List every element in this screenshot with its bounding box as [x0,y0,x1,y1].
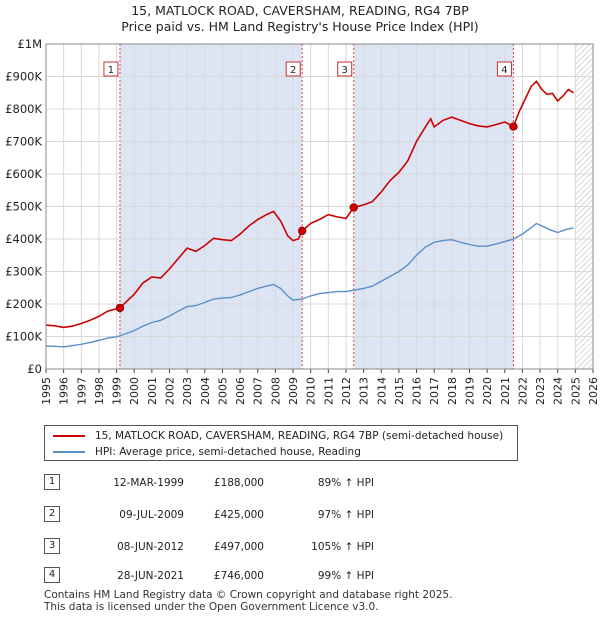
plot-border [45,43,594,370]
y-tick-label: £700K [5,135,42,149]
x-tick-label: 2018 [446,377,459,405]
sale-label-box [285,61,301,77]
x-tick-label: 2002 [164,377,177,405]
transaction-number: 4 [44,567,60,583]
x-tick-label: 2007 [252,377,265,405]
x-tick-label: 2017 [428,377,441,405]
sale-label: 2 [290,65,296,76]
x-tick-label: 2006 [234,377,247,405]
x-tick-label: 2023 [534,377,547,405]
legend-label-hpi: HPI: Average price, semi-detached house,… [95,446,361,458]
x-tick-label: 2008 [269,377,282,405]
x-tick-label: 1998 [93,377,106,405]
transaction-hpi: 97% ↑ HPI [317,509,374,521]
y-tick-label: £300K [5,265,42,279]
y-tick-label: £100K [5,330,42,344]
sale-point [509,122,518,131]
chart-subtitle: Price paid vs. HM Land Registry's House … [121,19,479,34]
legend-swatch-property [53,435,85,437]
x-tick-label: 2026 [587,377,600,405]
transaction-date: 28-JUN-2021 [117,570,184,582]
transaction-date: 09-JUL-2009 [119,509,184,521]
sale-label-box [337,61,353,77]
x-tick-label: 2024 [552,377,565,405]
transaction-price: £425,000 [213,509,264,521]
sale-label: 1 [108,65,114,76]
transaction-number: 1 [44,474,60,490]
y-tick-label: £400K [5,232,42,246]
x-tick-label: 2003 [181,377,194,405]
x-tick-label: 2019 [463,377,476,405]
y-tick-label: £500K [5,200,42,214]
x-tick-label: 2013 [358,377,371,405]
legend-label-property: 15, MATLOCK ROAD, CAVERSHAM, READING, RG… [95,430,504,442]
transaction-hpi: 105% ↑ HPI [311,541,374,553]
x-tick-label: 2020 [481,377,494,405]
x-tick-label: 2009 [287,377,300,405]
x-tick-label: 2001 [146,377,159,405]
x-tick-label: 1997 [75,377,88,405]
y-tick-label: £1M [17,37,42,51]
transaction-number: 2 [44,506,60,522]
x-tick-label: 2004 [199,377,212,405]
x-tick-label: 1999 [111,377,124,405]
footer-copyright: Contains HM Land Registry data © Crown c… [44,589,453,601]
price-chart: 1 2 3 4 £0 £100K £200K £300K £400K £500K £600K £70… [5,37,600,405]
x-tick-label: 2021 [499,377,512,405]
transaction-date: 08-JUN-2012 [117,541,184,553]
y-tick-label: £200K [5,297,42,311]
x-tick-label: 2016 [411,377,424,405]
x-tick-label: 1995 [40,377,53,405]
y-tick-label: £0 [27,362,42,376]
transaction-hpi: 89% ↑ HPI [317,477,374,489]
transaction-price: £497,000 [213,541,264,553]
transaction-date: 12-MAR-1999 [113,477,184,489]
sale-point [349,203,358,212]
transaction-hpi: 99% ↑ HPI [317,570,374,582]
x-tick-label: 2022 [516,377,529,405]
x-tick-label: 2025 [569,377,582,405]
sale-label-box [103,61,119,77]
x-tick-label: 2014 [375,377,388,405]
x-tick-label: 2000 [128,377,141,405]
sale-label: 4 [501,65,507,76]
hpi-line [45,222,574,348]
legend-swatch-hpi [53,451,85,453]
chart-legend: 15, MATLOCK ROAD, CAVERSHAM, READING, RG… [44,425,518,461]
x-tick-label: 2011 [322,377,335,405]
legend-item-hpi: HPI: Average price, semi-detached house,… [53,444,361,460]
transaction-price: £746,000 [213,570,264,582]
sale-label: 3 [342,65,348,76]
sale-label-box [496,61,512,77]
legend-item-property: 15, MATLOCK ROAD, CAVERSHAM, READING, RG… [53,428,503,444]
footer-licence: This data is licensed under the Open Gov… [44,601,379,613]
x-tick-label: 1996 [58,377,71,405]
y-tick-label: £600K [5,167,42,181]
chart-title: 15, MATLOCK ROAD, CAVERSHAM, READING, RG… [131,3,469,18]
y-tick-label: £900K [5,70,42,84]
transaction-price: £188,000 [213,477,264,489]
y-tick-label: £800K [5,102,42,116]
x-tick-label: 2010 [305,377,318,405]
x-tick-label: 2015 [393,377,406,405]
sale-point [298,226,307,236]
sale-point [115,303,125,313]
footer-note: Contains HM Land Registry data © Crown c… [44,589,452,613]
x-tick-label: 2005 [216,377,229,405]
transaction-number: 3 [44,538,60,554]
x-tick-label: 2012 [340,377,353,405]
